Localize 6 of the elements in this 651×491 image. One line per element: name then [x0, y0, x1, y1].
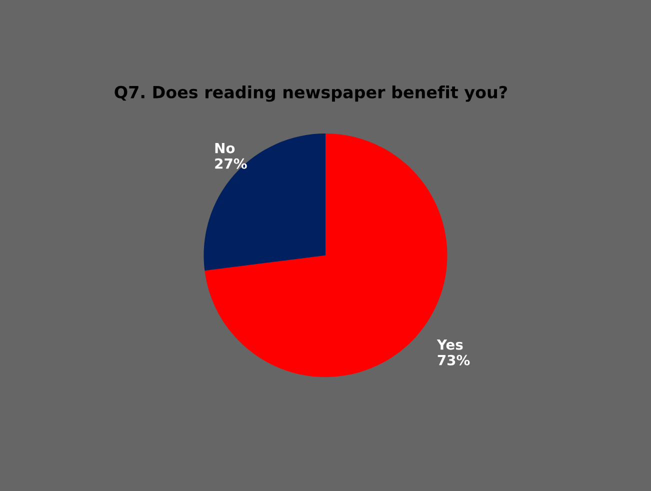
chart-title: Q7. Does reading newspaper benefit you? — [114, 86, 507, 102]
pie-slice — [204, 134, 326, 271]
data-label: 27% — [215, 158, 247, 169]
slice-label: No — [215, 143, 235, 154]
data-label: 73% — [438, 354, 470, 366]
slice-label: Yes — [436, 339, 463, 350]
